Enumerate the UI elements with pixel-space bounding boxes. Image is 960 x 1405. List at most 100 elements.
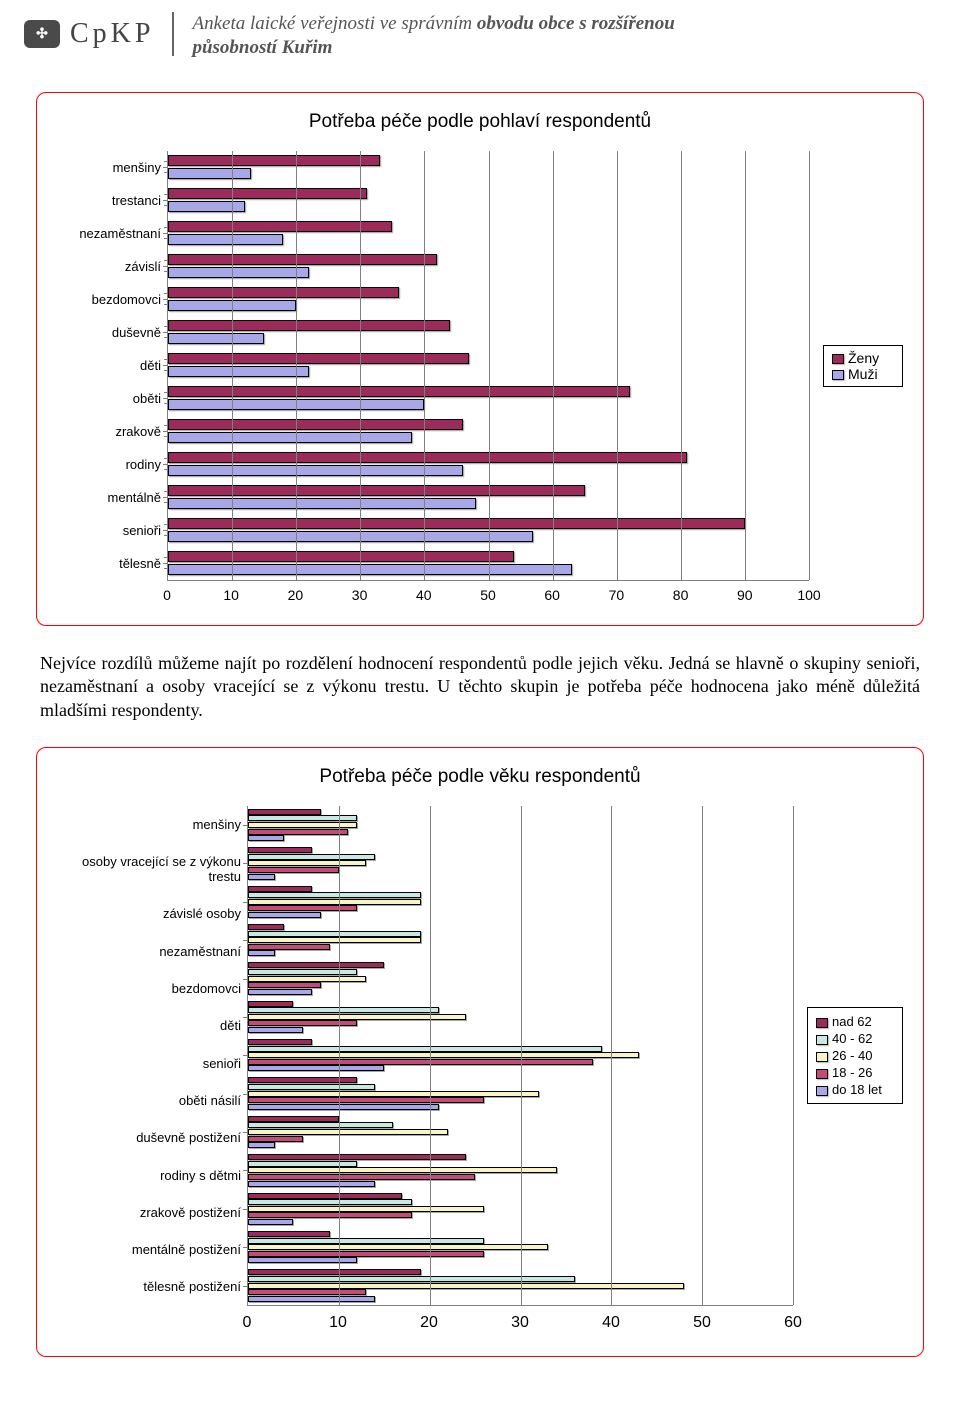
bar-g4062 (248, 969, 357, 975)
bar-g2640 (248, 1052, 639, 1058)
legend-swatch (816, 1086, 828, 1096)
bar-zeny (168, 452, 687, 463)
bar-g4062 (248, 1084, 375, 1090)
y-category-label: mentálně postižení (57, 1242, 241, 1257)
chart-2-legend: nad 6240 - 6226 - 4018 - 26do 18 let (807, 1007, 903, 1104)
gridline (489, 151, 490, 580)
legend-item: Muži (832, 366, 894, 382)
legend-label: 18 - 26 (832, 1065, 872, 1080)
legend-item: Ženy (832, 350, 894, 366)
bar-g2640 (248, 1167, 557, 1173)
legend-swatch (832, 354, 844, 364)
bar-nad62 (248, 1193, 402, 1199)
y-category-label: rodiny s dětmi (57, 1168, 241, 1183)
page-header: ✣ CpKP Anketa laické veřejnosti ve správ… (0, 0, 960, 68)
bar-do18 (248, 1296, 375, 1302)
x-tick-label: 0 (163, 587, 171, 603)
title-bold-2: Kuřim (282, 37, 333, 58)
chart-2-plot (247, 806, 793, 1306)
bar-nad62 (248, 1039, 312, 1045)
legend-label: do 18 let (832, 1082, 882, 1097)
gridline (232, 151, 233, 580)
bar-nad62 (248, 1116, 339, 1122)
legend-item: 18 - 26 (816, 1065, 894, 1080)
gridline (809, 151, 810, 580)
chart-1-y-labels: menšinytrestancinezaměstnanízávislíbezdo… (57, 151, 167, 581)
bar-do18 (248, 1142, 275, 1148)
bar-zeny (168, 518, 745, 529)
bar-g1826 (248, 905, 357, 911)
bar-zeny (168, 419, 463, 430)
y-category-label: nezaměstnaní (57, 226, 161, 241)
bar-g2640 (248, 1206, 484, 1212)
y-category-label: duševně postižení (57, 1130, 241, 1145)
legend-label: 26 - 40 (832, 1048, 872, 1063)
bar-nad62 (248, 1001, 293, 1007)
chart-1-body: menšinytrestancinezaměstnanízávislíbezdo… (57, 151, 903, 581)
x-tick-label: 80 (673, 587, 689, 603)
legend-swatch (816, 1035, 828, 1045)
chart-1-title: Potřeba péče podle pohlaví respondentů (57, 111, 903, 133)
bar-muzi (168, 366, 309, 377)
x-tick-label: 50 (480, 587, 496, 603)
bar-zeny (168, 188, 367, 199)
bar-nad62 (248, 809, 321, 815)
chart-2-body: menšinyosoby vracející se z výkonu trest… (57, 806, 903, 1306)
bar-g4062 (248, 1199, 412, 1205)
bar-g1826 (248, 1289, 366, 1295)
bar-do18 (248, 1104, 439, 1110)
bar-g4062 (248, 1161, 357, 1167)
legend-label: Muži (848, 366, 878, 382)
chart-1-plot (167, 151, 809, 581)
y-category-label: senioři (57, 1056, 241, 1071)
bar-do18 (248, 1027, 303, 1033)
chart-2-title: Potřeba péče podle věku respondentů (57, 766, 903, 788)
bar-g2640 (248, 822, 357, 828)
bar-nad62 (248, 1269, 421, 1275)
y-category-label: mentálně (57, 490, 161, 505)
gridline (681, 151, 682, 580)
bar-g1826 (248, 1251, 484, 1257)
legend-label: nad 62 (832, 1014, 872, 1029)
bar-muzi (168, 531, 533, 542)
y-category-label: zrakově postižení (57, 1205, 241, 1220)
bar-g1826 (248, 1136, 303, 1142)
y-category-label: oběti násilí (57, 1093, 241, 1108)
bar-g1826 (248, 867, 339, 873)
bar-do18 (248, 1065, 384, 1071)
bar-muzi (168, 267, 309, 278)
bar-nad62 (248, 847, 312, 853)
y-category-label: tělesně postižení (57, 1279, 241, 1294)
y-category-label: bezdomovci (57, 981, 241, 996)
x-tick-label: 20 (420, 1314, 438, 1332)
bar-g2640 (248, 1014, 466, 1020)
bar-zeny (168, 551, 514, 562)
x-tick-label: 20 (288, 587, 304, 603)
legend-item: do 18 let (816, 1082, 894, 1097)
y-category-label: duševně (57, 325, 161, 340)
bar-do18 (248, 874, 275, 880)
chart-2-y-labels: menšinyosoby vracející se z výkonu trest… (57, 806, 247, 1306)
bar-zeny (168, 386, 630, 397)
gridline (745, 151, 746, 580)
bar-muzi (168, 201, 245, 212)
x-tick-label: 30 (511, 1314, 529, 1332)
bar-g1826 (248, 1212, 412, 1218)
page-title: Anketa laické veřejnosti ve správním obv… (174, 12, 734, 60)
bar-g4062 (248, 931, 421, 937)
bar-zeny (168, 287, 399, 298)
legend-label: Ženy (848, 350, 879, 366)
gridline (521, 806, 522, 1305)
bar-g4062 (248, 815, 357, 821)
bar-g4062 (248, 1276, 575, 1282)
y-category-label: bezdomovci (57, 292, 161, 307)
bar-nad62 (248, 1154, 466, 1160)
x-tick-label: 10 (329, 1314, 347, 1332)
gridline (553, 151, 554, 580)
x-tick-label: 90 (737, 587, 753, 603)
bar-nad62 (248, 1077, 357, 1083)
y-category-label: zrakově (57, 424, 161, 439)
y-category-label: děti (57, 358, 161, 373)
bar-muzi (168, 168, 251, 179)
logo-icon: ✣ (24, 20, 60, 48)
